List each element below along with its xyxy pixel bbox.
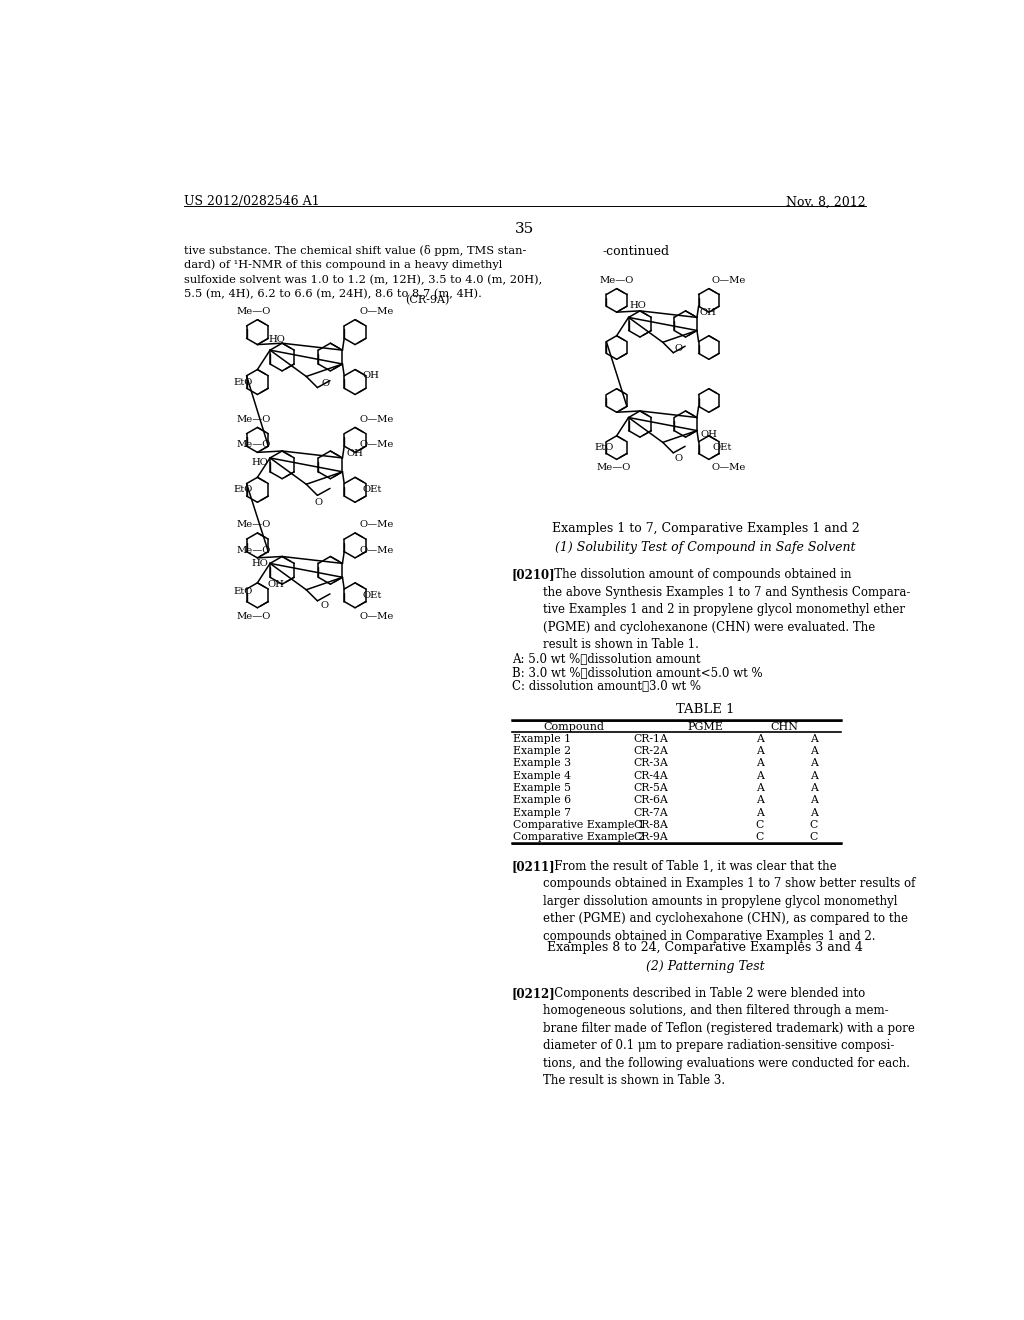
Text: PGME: PGME [687,722,723,733]
Text: EtO: EtO [233,586,253,595]
Text: Compound: Compound [543,722,604,733]
Text: Me—O: Me—O [237,440,271,449]
Text: TABLE 1: TABLE 1 [676,702,734,715]
Text: B: 3.0 wt %≦dissolution amount<5.0 wt %: B: 3.0 wt %≦dissolution amount<5.0 wt % [512,667,762,680]
Text: HO: HO [252,458,268,466]
Text: C: C [810,832,818,842]
Text: EtO: EtO [594,444,613,453]
Text: Me—O: Me—O [237,611,271,620]
Text: A: A [756,746,764,756]
Text: C: dissolution amount≦3.0 wt %: C: dissolution amount≦3.0 wt % [512,681,700,693]
Text: O—Me: O—Me [359,306,393,315]
Text: Example 7: Example 7 [513,808,571,817]
Text: OH: OH [347,449,364,458]
Text: C: C [756,820,764,830]
Text: Comparative Example 2: Comparative Example 2 [513,832,645,842]
Text: CR-7A: CR-7A [634,808,669,817]
Text: O—Me: O—Me [712,276,745,285]
Text: HO: HO [252,558,268,568]
Text: OH: OH [700,430,718,440]
Text: A: A [810,783,818,793]
Text: Example 2: Example 2 [513,746,571,756]
Text: A: A [756,771,764,780]
Text: O—Me: O—Me [359,440,393,449]
Text: A: A [756,783,764,793]
Text: CR-5A: CR-5A [634,783,669,793]
Text: tive substance. The chemical shift value (δ ppm, TMS stan-
dard) of ¹H-NMR of th: tive substance. The chemical shift value… [183,244,542,300]
Text: CR-1A: CR-1A [634,734,669,743]
Text: CR-9A: CR-9A [634,832,669,842]
Text: EtO: EtO [233,486,253,494]
Text: A: A [810,758,818,768]
Text: (2) Patterning Test: (2) Patterning Test [646,960,765,973]
Text: Example 3: Example 3 [513,758,571,768]
Text: A: A [756,758,764,768]
Text: [0211]: [0211] [512,859,555,873]
Text: HO: HO [268,334,285,343]
Text: Example 6: Example 6 [513,795,571,805]
Text: OEt: OEt [713,444,732,453]
Text: C: C [810,820,818,830]
Text: O: O [322,379,330,388]
Text: Example 5: Example 5 [513,783,571,793]
Text: A: A [810,808,818,817]
Text: A: A [810,771,818,780]
Text: A: A [756,734,764,743]
Text: OH: OH [267,579,284,589]
Text: Me—O: Me—O [237,414,271,424]
Text: Examples 8 to 24, Comparative Examples 3 and 4: Examples 8 to 24, Comparative Examples 3… [548,941,863,954]
Text: -continued: -continued [602,244,670,257]
Text: OH: OH [362,371,379,380]
Text: O—Me: O—Me [359,414,393,424]
Text: Me—O: Me—O [599,276,634,285]
Text: CR-3A: CR-3A [634,758,669,768]
Text: Example 1: Example 1 [513,734,571,743]
Text: CHN: CHN [770,722,799,733]
Text: 35: 35 [515,222,535,235]
Text: Me—O: Me—O [237,545,271,554]
Text: O: O [675,454,683,462]
Text: O—Me: O—Me [359,611,393,620]
Text: OEt: OEt [362,486,381,494]
Text: O: O [675,345,683,354]
Text: (CR-9A): (CR-9A) [406,294,450,305]
Text: OEt: OEt [362,591,381,599]
Text: Comparative Example 1: Comparative Example 1 [513,820,645,830]
Text: Example 4: Example 4 [513,771,571,780]
Text: OH: OH [699,308,717,317]
Text: A: A [756,795,764,805]
Text: CR-6A: CR-6A [634,795,669,805]
Text: HO: HO [630,301,646,310]
Text: A: A [756,808,764,817]
Text: Nov. 8, 2012: Nov. 8, 2012 [786,195,866,209]
Text: A: A [810,795,818,805]
Text: [0212]: [0212] [512,987,555,1001]
Text: Me—O: Me—O [237,520,271,529]
Text: C: C [756,832,764,842]
Text: CR-4A: CR-4A [634,771,669,780]
Text: O: O [321,601,329,610]
Text: (1) Solubility Test of Compound in Safe Solvent: (1) Solubility Test of Compound in Safe … [555,541,856,554]
Text: Examples 1 to 7, Comparative Examples 1 and 2: Examples 1 to 7, Comparative Examples 1 … [552,521,859,535]
Text: Me—O: Me—O [597,463,631,471]
Text: Me—O: Me—O [237,306,271,315]
Text: A: A [810,746,818,756]
Text: CR-2A: CR-2A [634,746,669,756]
Text: US 2012/0282546 A1: US 2012/0282546 A1 [183,195,319,209]
Text: O—Me: O—Me [359,520,393,529]
Text: The dissolution amount of compounds obtained in
the above Synthesis Examples 1 t: The dissolution amount of compounds obta… [543,568,910,651]
Text: [0210]: [0210] [512,568,555,581]
Text: EtO: EtO [233,378,253,387]
Text: O—Me: O—Me [359,545,393,554]
Text: O: O [314,498,323,507]
Text: O—Me: O—Me [712,463,745,471]
Text: From the result of Table 1, it was clear that the
compounds obtained in Examples: From the result of Table 1, it was clear… [543,859,915,942]
Text: Components described in Table 2 were blended into
homogeneous solutions, and the: Components described in Table 2 were ble… [543,987,914,1088]
Text: CR-8A: CR-8A [634,820,669,830]
Text: A: A [810,734,818,743]
Text: A: 5.0 wt %≦dissolution amount: A: 5.0 wt %≦dissolution amount [512,653,700,665]
